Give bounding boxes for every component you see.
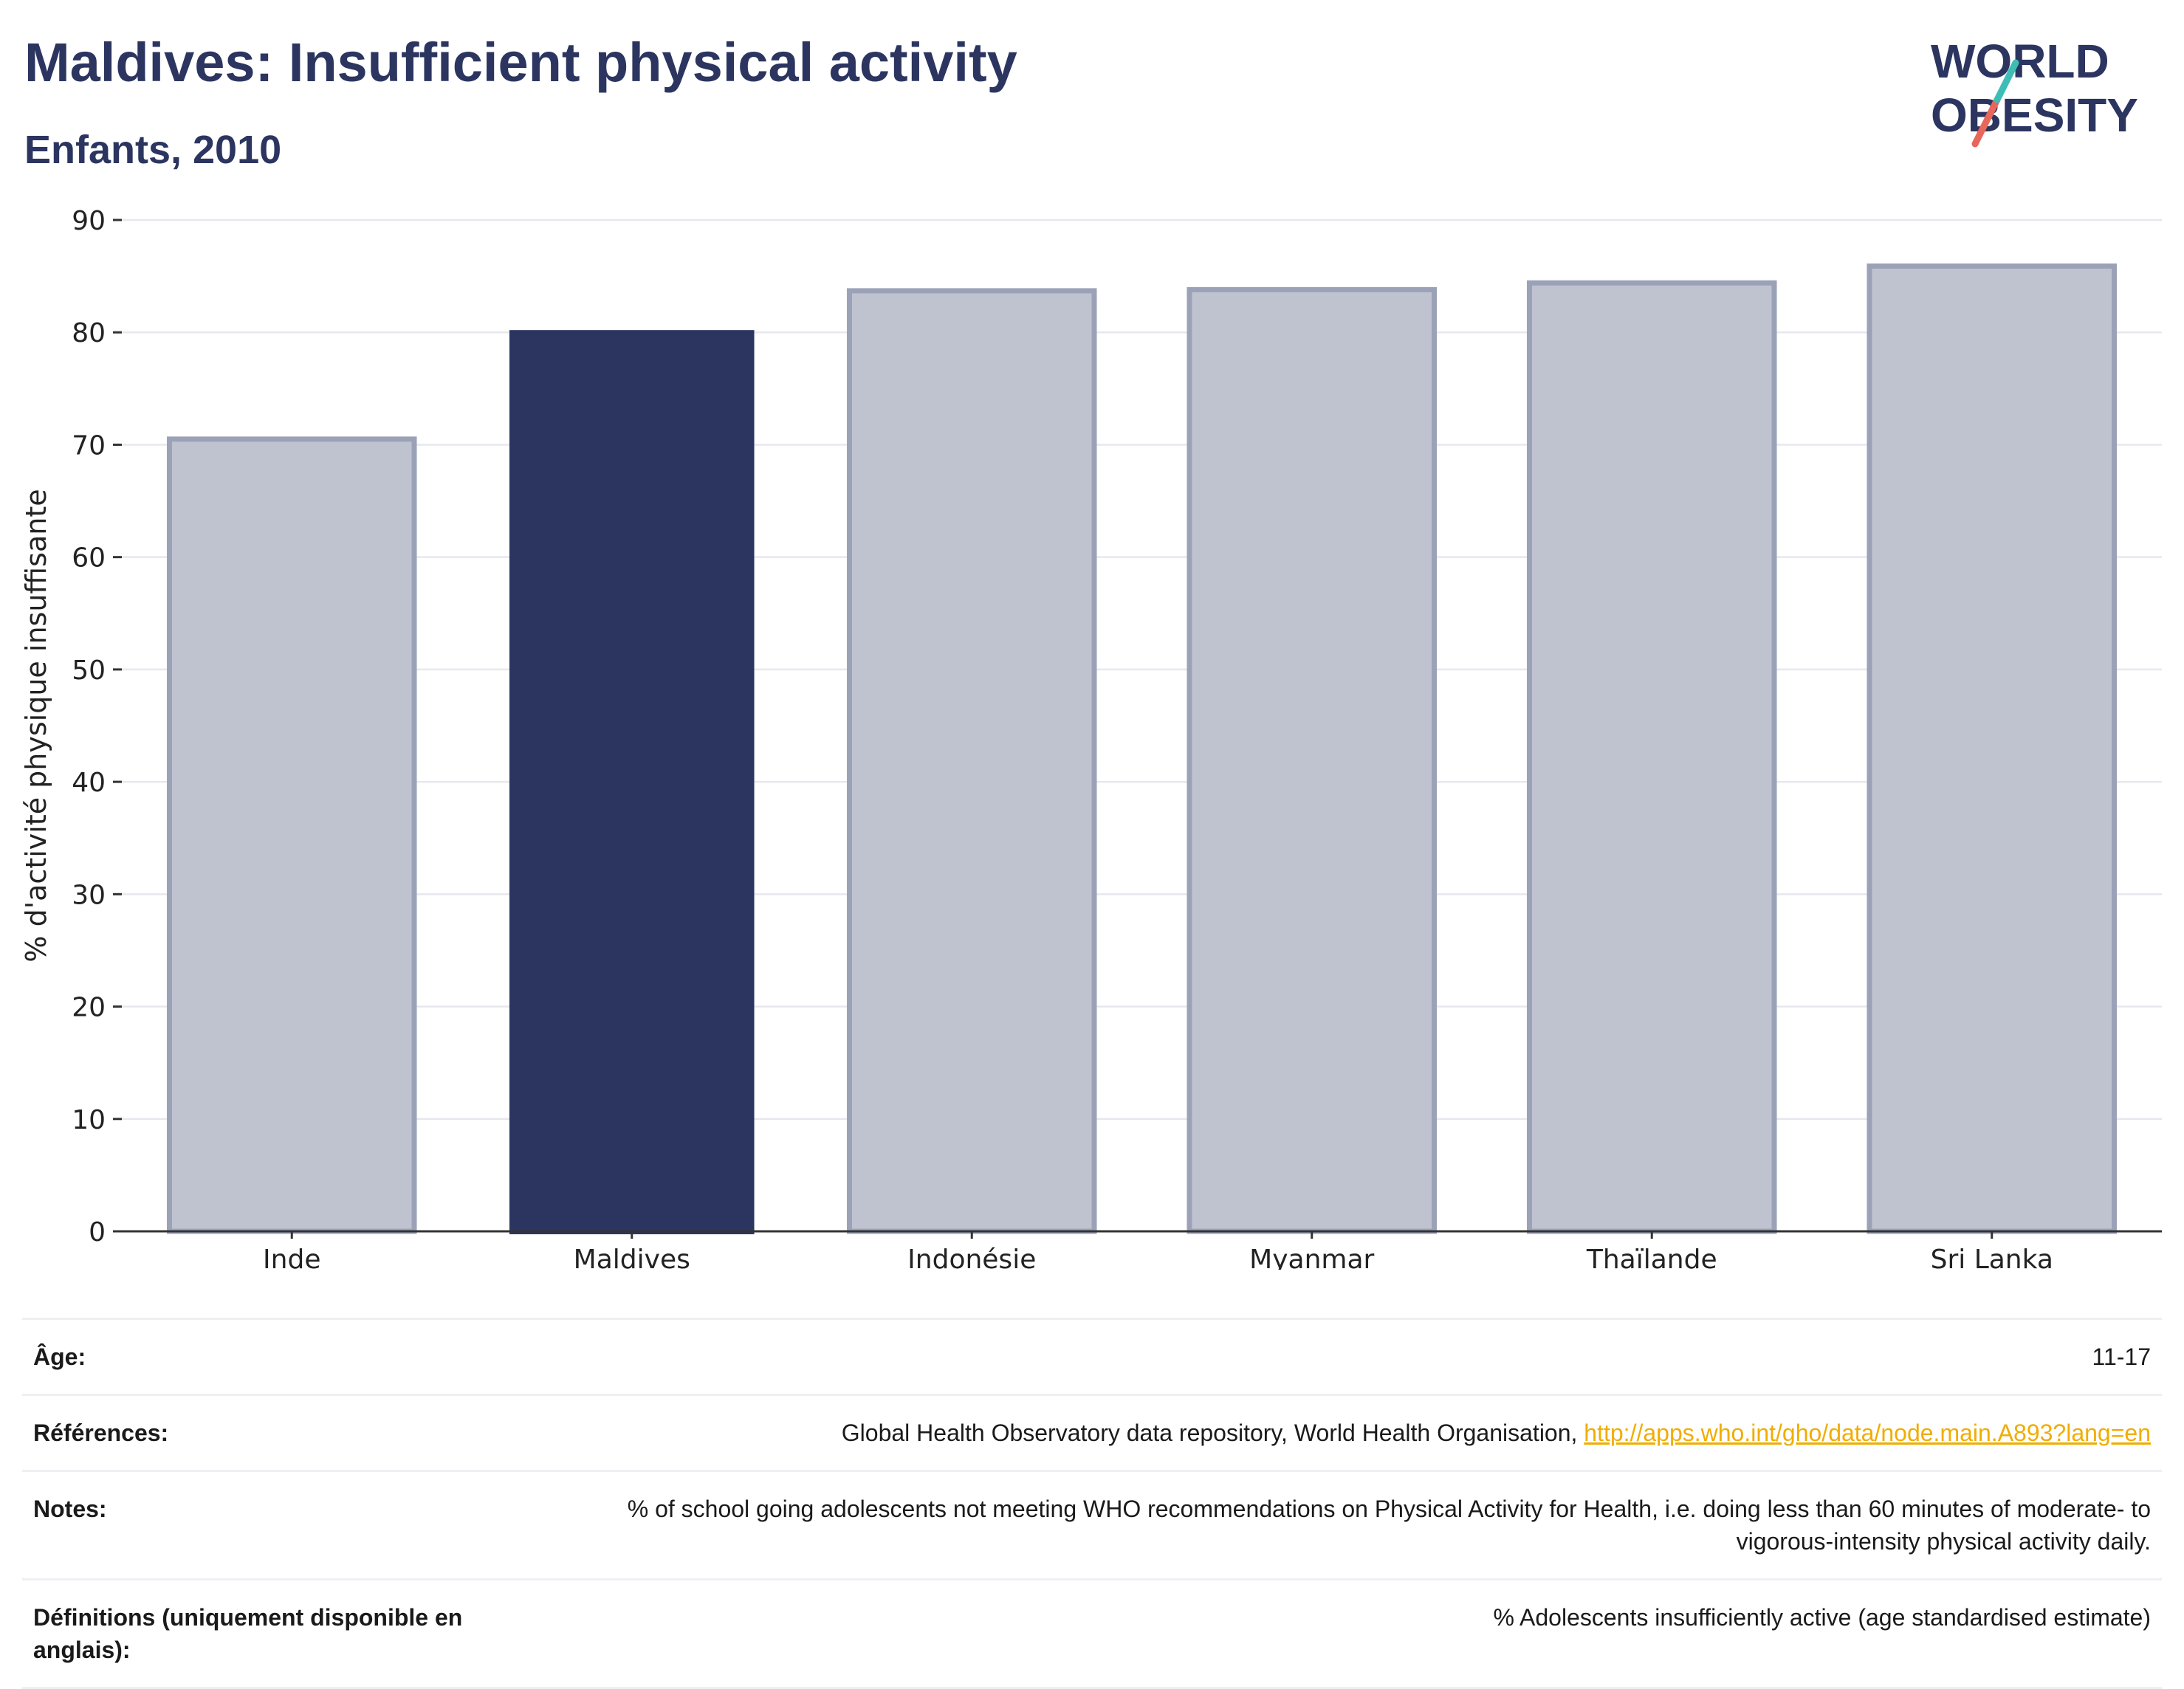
x-tick-label: Sri Lanka bbox=[1931, 1245, 2053, 1270]
x-tick-label: Inde bbox=[263, 1245, 320, 1270]
y-tick-label: 0 bbox=[89, 1217, 106, 1248]
y-tick-label: 80 bbox=[72, 318, 106, 348]
bar-maldives bbox=[509, 330, 755, 1235]
info-value-age: 11-17 bbox=[2092, 1344, 2151, 1370]
bar-chart: 0 10 20 30 40 50 60 70 80 90 Inde Maldives Indonési… bbox=[20, 206, 2162, 1270]
bars bbox=[166, 263, 2118, 1235]
x-axis-ticks: Inde Maldives Indonésie Myanmar Thaïlande Sri… bbox=[263, 1231, 2053, 1270]
info-row-age: Âge: 11-17 bbox=[22, 1318, 2162, 1394]
chart-subtitle: Enfants, 2010 bbox=[24, 128, 282, 172]
logo-slash-top bbox=[1994, 59, 2019, 103]
info-row-references: Références: Global Health Observatory da… bbox=[22, 1394, 2162, 1470]
y-tick-label: 60 bbox=[72, 543, 106, 574]
info-label-age: Âge: bbox=[33, 1344, 86, 1370]
x-tick-label: Maldives bbox=[574, 1245, 690, 1270]
reference-text: Global Health Observatory data repositor… bbox=[841, 1420, 1584, 1446]
y-axis-title: % d'activité physique insuffisante bbox=[20, 489, 52, 962]
y-axis-ticks: 0 10 20 30 40 50 60 70 80 90 bbox=[72, 206, 122, 1248]
info-label-notes: Notes: bbox=[33, 1496, 107, 1522]
y-tick-label: 40 bbox=[72, 768, 106, 798]
x-tick-label: Myanmar bbox=[1249, 1245, 1374, 1270]
logo-line1: WORLD bbox=[1931, 35, 2109, 88]
info-label-definitions: Définitions (uniquement disponible en an… bbox=[33, 1604, 463, 1663]
reference-link[interactable]: http://apps.who.int/gho/data/node.main.A… bbox=[1584, 1420, 2151, 1446]
bar-sri-lanka bbox=[1867, 263, 2118, 1234]
bar-thaïlande bbox=[1526, 280, 1777, 1234]
info-table: Âge: 11-17 Références: Global Health Obs… bbox=[22, 1318, 2162, 1689]
info-row-notes: Notes: % of school going adolescents not… bbox=[22, 1470, 2162, 1578]
chart-title: Maldives: Insufficient physical activity bbox=[24, 32, 1017, 93]
y-tick-label: 50 bbox=[72, 656, 106, 686]
y-tick-label: 90 bbox=[72, 206, 106, 236]
info-label-references: Références: bbox=[33, 1420, 169, 1446]
info-value-definitions: % Adolescents insufficiently active (age… bbox=[1493, 1604, 2151, 1631]
y-tick-label: 20 bbox=[72, 993, 106, 1023]
logo-line2: OBESITY bbox=[1931, 89, 2138, 142]
bar-inde bbox=[166, 436, 417, 1234]
world-obesity-logo: WORLD OBESITY bbox=[1931, 35, 2138, 148]
info-row-definitions: Définitions (uniquement disponible en an… bbox=[22, 1578, 2162, 1689]
bar-myanmar bbox=[1187, 286, 1438, 1234]
x-tick-label: Indonésie bbox=[907, 1245, 1036, 1270]
bar-indonésie bbox=[846, 288, 1097, 1234]
y-tick-label: 30 bbox=[72, 880, 106, 910]
logo-slash-bottom bbox=[1971, 96, 2001, 148]
info-value-notes: % of school going adolescents not meetin… bbox=[627, 1496, 2151, 1555]
gridlines bbox=[122, 219, 2162, 1121]
y-tick-label: 70 bbox=[72, 430, 106, 461]
x-tick-label: Thaïlande bbox=[1586, 1245, 1717, 1270]
info-value-references: Global Health Observatory data repositor… bbox=[550, 1417, 2151, 1449]
y-tick-label: 10 bbox=[72, 1105, 106, 1135]
